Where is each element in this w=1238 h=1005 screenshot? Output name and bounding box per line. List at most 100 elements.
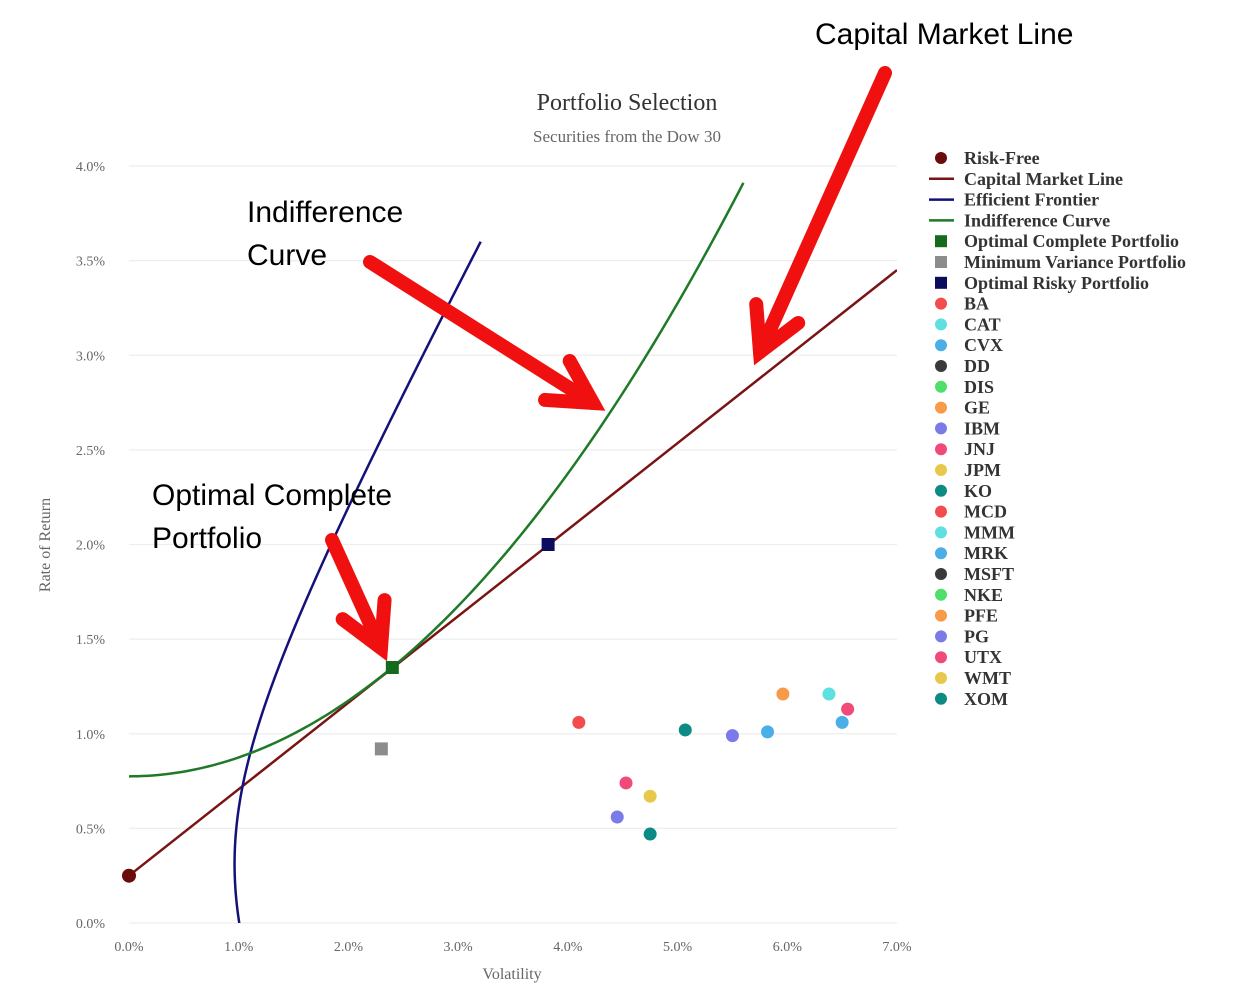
security-point-ba (572, 715, 586, 729)
arrow-optimal-complete-portfolio-shaft (325, 533, 388, 655)
x-tick-label: 1.0% (224, 940, 254, 955)
arrow-indifference-curve-shaft (363, 255, 600, 410)
y-axis-label: Rate of Return (37, 498, 54, 592)
legend-label-utx: UTX (964, 647, 1002, 667)
security-point-utx (841, 702, 855, 716)
legend-marker-xom (935, 692, 947, 705)
security-point-pg (610, 810, 624, 824)
optimal-complete-point (385, 661, 399, 675)
x-tick-label: 7.0% (882, 940, 912, 955)
chart-subtitle: Securities from the Dow 30 (533, 127, 721, 146)
legend-marker-ge (935, 401, 947, 414)
chart-title: Portfolio Selection (537, 90, 718, 116)
legend-marker-mcd (935, 505, 947, 518)
legend-marker-wmt (935, 672, 947, 684)
y-tick-label: 0.0% (76, 917, 106, 932)
legend-label-wmt: WMT (964, 668, 1011, 688)
legend-marker-optimal-risky-portfolio (935, 276, 947, 289)
legend-label-minimum-variance-portfolio: Minimum Variance Portfolio (964, 252, 1186, 272)
legend-marker-optimal-complete-portfolio (935, 235, 947, 248)
legend-label-mcd: MCD (964, 502, 1007, 522)
x-tick-label: 0.0% (114, 940, 144, 955)
legend-label-optimal-complete-portfolio: Optimal Complete Portfolio (964, 231, 1179, 251)
indifference-curve-line (129, 182, 745, 778)
y-tick-label: 0.5% (76, 822, 106, 837)
legend-marker-mmm (935, 526, 947, 539)
security-point-jnj (619, 776, 633, 790)
annotation-capital-market-line-text: Capital Market Line (815, 18, 1073, 51)
x-tick-label: 5.0% (663, 940, 693, 955)
legend-marker-dis (935, 380, 947, 393)
annotation-indifference-curve-text-line-2: Curve (247, 239, 327, 272)
arrow-capital-market-line-head (749, 297, 806, 366)
legend-label-risk-free: Risk-Free (964, 148, 1040, 168)
security-point-xom (643, 827, 657, 841)
optimal-risky-point (541, 538, 555, 551)
plot-area (129, 182, 897, 923)
annotation-optimal-complete-portfolio-text-line-2: Portfolio (152, 522, 262, 555)
arrow-capital-market-line-shaft (753, 66, 892, 359)
legend-marker-pfe (935, 609, 947, 622)
legend-marker-utx (935, 651, 947, 664)
legend-label-pg: PG (964, 626, 989, 646)
legend-marker-jpm (935, 464, 947, 476)
y-tick-label: 3.0% (76, 349, 106, 364)
arrow-optimal-complete-portfolio-head (335, 593, 392, 662)
legend-marker-jnj (935, 443, 947, 456)
legend-marker-minimum-variance-portfolio (935, 256, 947, 268)
y-tick-label: 4.0% (76, 160, 106, 175)
legend-label-dd: DD (964, 356, 990, 376)
security-point-ibm (725, 729, 739, 743)
y-tick-label: 2.0% (76, 539, 106, 554)
y-tick-label: 2.5% (76, 444, 106, 459)
legend-marker-ibm (935, 422, 947, 435)
minimum-variance-point (374, 742, 388, 756)
security-point-ge (776, 687, 790, 701)
annotation-optimal-complete-portfolio-text-line-1: Optimal Complete (152, 479, 392, 512)
legend-marker-ba (935, 297, 947, 310)
legend-marker-msft (935, 568, 947, 580)
x-tick-labels: 0.0% 1.0% 2.0% 3.0% 4.0% 5.0% 6.0% 7.0% (114, 940, 912, 955)
y-tick-label: 1.0% (76, 728, 106, 743)
legend-marker-dd (935, 360, 947, 372)
legend-label-mrk: MRK (964, 543, 1008, 563)
efficient-frontier-line (233, 241, 482, 923)
x-tick-label: 2.0% (334, 940, 364, 955)
legend-label-capital-market-line: Capital Market Line (964, 169, 1123, 189)
legend-label-pfe: PFE (964, 606, 998, 626)
legend-label-jnj: JNJ (964, 439, 995, 459)
legend-label-dis: DIS (964, 377, 994, 397)
legend-label-optimal-risky-portfolio: Optimal Risky Portfolio (964, 273, 1149, 293)
x-tick-label: 4.0% (553, 940, 583, 955)
legend-label-nke: NKE (964, 585, 1003, 605)
legend-label-cat: CAT (964, 314, 1001, 334)
legend-label-indifference-curve: Indifference Curve (964, 210, 1110, 230)
x-tick-label: 6.0% (773, 940, 803, 955)
risk-free-point (122, 868, 136, 883)
legend-marker-mrk (935, 547, 947, 560)
security-point-cvx (835, 715, 849, 729)
legend-label-msft: MSFT (964, 564, 1014, 584)
legend-label-ge: GE (964, 398, 990, 418)
legend-marker-ko (935, 484, 947, 497)
security-point-jpm (643, 789, 657, 803)
x-axis-label: Volatility (482, 966, 541, 983)
security-point-ko (678, 723, 692, 737)
arrow-indifference-curve-head (538, 354, 606, 411)
security-point-cat (822, 687, 836, 701)
annotations: Capital Market Line Indifference Curve Opti… (152, 18, 1073, 662)
y-tick-label: 1.5% (76, 633, 106, 648)
annotation-indifference-curve-text-line-1: Indifference (247, 196, 403, 229)
capital-market-line (129, 269, 897, 877)
security-point-mrk (761, 725, 775, 739)
legend-label-ko: KO (964, 481, 992, 501)
legend-label-mmm: MMM (964, 522, 1015, 542)
legend-label-ibm: IBM (964, 418, 1000, 438)
legend-label-xom: XOM (964, 689, 1008, 709)
legend-marker-risk-free (935, 152, 947, 164)
y-tick-labels: 0.0% 0.5% 1.0% 1.5% 2.0% 2.5% 3.0% 3.5% 4.0% (76, 160, 106, 932)
legend-marker-pg (935, 630, 947, 643)
data-points (122, 538, 855, 883)
legend-marker-nke (935, 588, 947, 601)
